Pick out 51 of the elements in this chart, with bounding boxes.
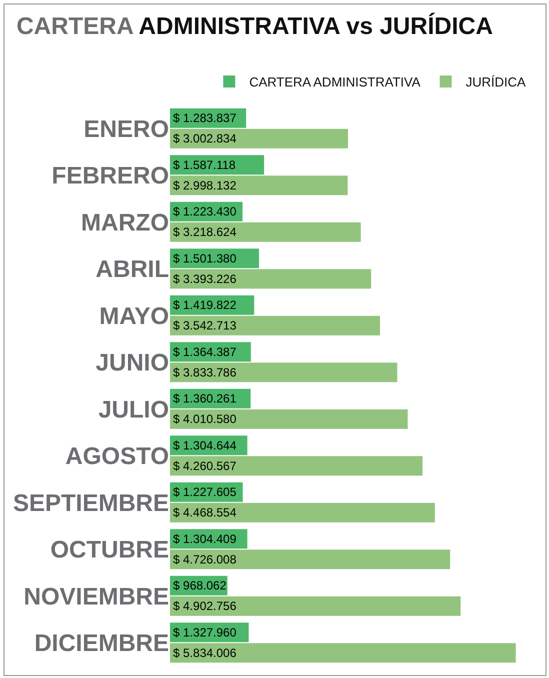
y-tick-label: ABRIL xyxy=(96,256,169,284)
data-label: $ 3.002.834 xyxy=(173,132,237,146)
bar xyxy=(170,362,398,382)
y-tick-label: MARZO xyxy=(81,209,169,236)
y-tick-label: FEBRERO xyxy=(52,162,169,190)
data-label: $ 1.304.644 xyxy=(173,438,237,452)
bar xyxy=(170,550,450,570)
bar xyxy=(170,128,348,148)
bar xyxy=(170,409,408,429)
data-label: $ 3.218.624 xyxy=(173,225,237,240)
y-tick-label: SEPTIEMBRE xyxy=(12,490,169,517)
data-label: $ 1.587.118 xyxy=(173,158,236,172)
y-tick-label: OCTUBRE xyxy=(50,536,169,564)
data-label: $ 1.227.605 xyxy=(173,485,237,500)
data-label: $ 3.542.713 xyxy=(173,318,237,333)
data-label: $ 5.834.006 xyxy=(173,646,237,660)
legend-label: JURÍDICA xyxy=(466,74,526,90)
y-tick-label: MAYO xyxy=(99,302,169,330)
y-tick-label: JUNIO xyxy=(96,350,169,377)
bar xyxy=(170,643,516,663)
data-label: $ 968.062 xyxy=(173,578,227,593)
data-label: $ 1.419.822 xyxy=(173,298,237,312)
data-label: $ 3.393.226 xyxy=(173,272,237,286)
bar xyxy=(170,269,372,289)
data-label: $ 1.327.960 xyxy=(173,625,237,640)
bar xyxy=(170,176,348,196)
bar xyxy=(170,456,423,476)
data-label: $ 1.364.387 xyxy=(173,344,237,359)
data-label: $ 4.260.567 xyxy=(173,458,237,473)
y-tick-label: JULIO xyxy=(98,396,169,424)
bar xyxy=(170,316,380,336)
data-label: $ 4.726.008 xyxy=(173,552,237,566)
data-label: $ 3.833.786 xyxy=(173,365,237,380)
y-tick-label: NOVIEMBRE xyxy=(24,583,169,610)
bar xyxy=(170,502,435,522)
chart-title: CARTERA ADMINISTRATIVA vs JURÍDICA xyxy=(16,12,493,40)
data-label: $ 1.283.837 xyxy=(173,111,237,126)
data-label: $ 1.360.261 xyxy=(173,392,237,406)
bar xyxy=(170,596,461,616)
data-label: $ 1.304.409 xyxy=(173,532,237,546)
data-label: $ 1.501.380 xyxy=(173,251,237,266)
data-label: $ 1.223.430 xyxy=(173,204,237,219)
data-label: $ 4.468.554 xyxy=(173,506,237,520)
y-tick-label: AGOSTO xyxy=(65,443,169,470)
y-tick-label: ENERO xyxy=(84,116,169,143)
bar xyxy=(170,222,361,242)
data-label: $ 2.998.132 xyxy=(173,178,237,192)
legend-label: CARTERA ADMINISTRATIVA xyxy=(249,74,421,90)
y-tick-label: DICIEMBRE xyxy=(34,630,169,658)
data-label: $ 4.010.580 xyxy=(173,412,237,426)
data-label: $ 4.902.756 xyxy=(173,599,237,614)
